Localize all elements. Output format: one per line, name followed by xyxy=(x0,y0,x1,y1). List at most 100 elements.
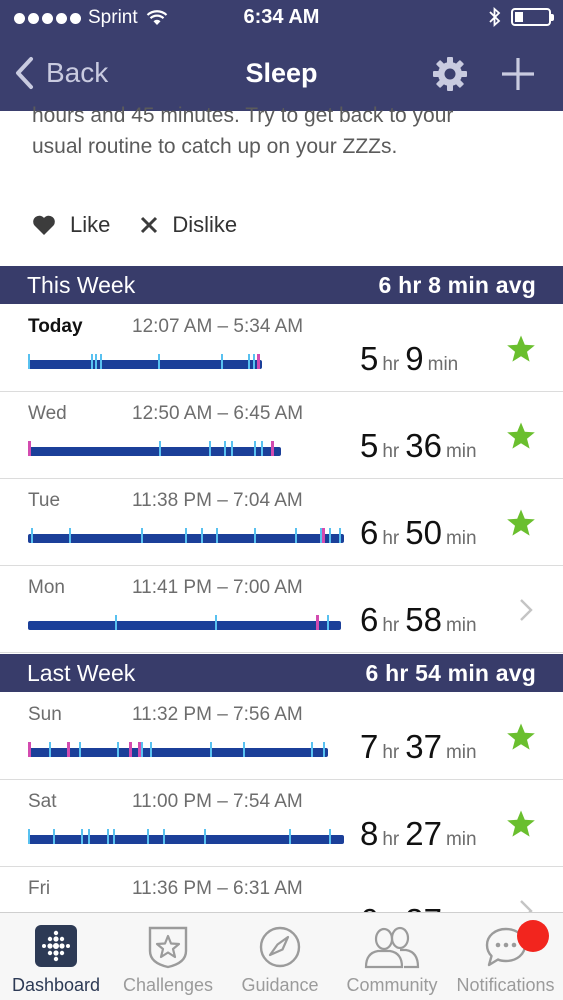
restless-marker xyxy=(49,742,51,757)
sleep-log-row[interactable]: Tue 11:38 PM – 7:04 AM 6 hr 50 min xyxy=(0,478,563,566)
sleep-timeline xyxy=(28,829,344,844)
chevron-right-icon[interactable] xyxy=(518,597,534,623)
restless-marker xyxy=(339,528,341,543)
restless-marker xyxy=(320,528,322,543)
tab-community[interactable]: Community xyxy=(336,913,448,1000)
row-time-range: 11:41 PM – 7:00 AM xyxy=(132,577,303,598)
tab-label: Dashboard xyxy=(11,975,101,995)
tab-dashboard[interactable]: Dashboard xyxy=(0,913,112,1000)
awake-marker xyxy=(322,528,325,543)
restless-marker xyxy=(95,354,97,369)
star-icon xyxy=(507,422,535,449)
back-button[interactable]: Back xyxy=(14,56,108,90)
row-time-range: 11:32 PM – 7:56 AM xyxy=(132,704,303,725)
duration-hours: 8 xyxy=(360,815,379,852)
dislike-label: Dislike xyxy=(172,212,238,237)
row-time-range: 12:50 AM – 6:45 AM xyxy=(132,403,304,424)
sleep-timeline xyxy=(28,441,281,456)
dislike-button[interactable]: Dislike xyxy=(140,212,237,238)
status-time: 6:34 AM xyxy=(243,6,320,28)
top-bar: Sprint 6:34 AM Back Sleep xyxy=(0,0,563,111)
duration-minutes: 9 xyxy=(405,340,424,377)
tab-guidance[interactable]: Guidance xyxy=(224,913,336,1000)
section-average: 6 hr 8 min avg xyxy=(378,272,536,298)
restless-marker xyxy=(88,829,90,844)
status-right xyxy=(489,7,554,27)
battery-icon xyxy=(511,8,554,26)
restless-marker xyxy=(147,829,149,844)
row-duration: 5 hr 9 min xyxy=(360,340,458,378)
sleep-timeline xyxy=(28,354,262,369)
restless-marker xyxy=(329,829,331,844)
restless-marker xyxy=(100,354,102,369)
hours-unit: hr xyxy=(382,354,400,375)
restless-marker xyxy=(221,354,223,369)
goal-met-badge xyxy=(506,809,536,844)
restless-marker xyxy=(185,528,187,543)
restless-marker xyxy=(216,528,218,543)
sleep-log-row[interactable]: Wed 12:50 AM – 6:45 AM 5 hr 36 min xyxy=(0,391,563,479)
duration-hours: 7 xyxy=(360,728,379,765)
star-icon xyxy=(507,723,535,750)
restless-marker xyxy=(91,354,93,369)
restless-marker xyxy=(159,441,161,456)
awake-marker xyxy=(28,441,31,456)
awake-marker xyxy=(67,742,70,757)
tab-bar: Dashboard Challenges Guidance xyxy=(0,912,563,1000)
row-time-range: 12:07 AM – 5:34 AM xyxy=(132,316,304,337)
sleep-timeline xyxy=(28,528,344,543)
restless-marker xyxy=(215,615,217,630)
tab-label: Guidance xyxy=(241,975,319,995)
sleep-timeline xyxy=(28,742,328,757)
minutes-unit: min xyxy=(445,441,477,462)
duration-minutes: 58 xyxy=(405,601,442,638)
awake-marker xyxy=(28,742,31,757)
people-icon xyxy=(364,926,420,969)
row-day: Fri xyxy=(28,878,51,899)
row-day: Tue xyxy=(28,490,61,511)
sleep-log-row[interactable]: Sat 11:00 PM – 7:54 AM 8 hr 27 min xyxy=(0,779,563,867)
duration-hours: 5 xyxy=(360,340,379,377)
star-icon xyxy=(507,509,535,536)
restless-marker xyxy=(150,742,152,757)
goal-met-badge xyxy=(506,722,536,757)
restless-marker xyxy=(204,829,206,844)
row-chevron[interactable] xyxy=(518,597,534,628)
restless-marker xyxy=(113,829,115,844)
duration-minutes: 36 xyxy=(405,427,442,464)
duration-hours: 5 xyxy=(360,427,379,464)
tab-challenges[interactable]: Challenges xyxy=(112,913,224,1000)
section-label: This Week xyxy=(27,272,136,298)
sleep-insight-message: hours and 45 minutes. Try to get back to… xyxy=(32,100,532,162)
bluetooth-icon xyxy=(489,7,501,27)
sleep-log-row[interactable]: Sun 11:32 PM – 7:56 AM 7 hr 37 min xyxy=(0,692,563,780)
row-duration: 7 hr 37 min xyxy=(360,728,477,766)
sleep-log-row[interactable]: Mon 11:41 PM – 7:00 AM 6 hr 58 min xyxy=(0,565,563,653)
feedback-actions: Like Dislike xyxy=(32,212,267,238)
message-line-1: hours and 45 minutes. Try to get back to… xyxy=(32,104,454,127)
dashboard-icon xyxy=(35,925,77,967)
sleep-bar xyxy=(28,447,281,456)
duration-hours: 6 xyxy=(360,514,379,551)
row-duration: 8 hr 27 min xyxy=(360,815,477,853)
hours-unit: hr xyxy=(382,829,400,850)
back-label: Back xyxy=(46,57,109,88)
restless-marker xyxy=(31,528,33,543)
row-time-range: 11:38 PM – 7:04 AM xyxy=(132,490,303,511)
section-average: 6 hr 54 min avg xyxy=(365,660,536,686)
restless-marker xyxy=(248,354,250,369)
sleep-bar xyxy=(28,621,341,630)
gear-icon[interactable] xyxy=(430,54,470,94)
restless-marker xyxy=(107,829,109,844)
like-button[interactable]: Like xyxy=(32,212,110,238)
row-duration: 6 hr 50 min xyxy=(360,514,477,552)
restless-marker xyxy=(253,354,255,369)
sleep-bar xyxy=(28,835,344,844)
goal-met-badge xyxy=(506,508,536,543)
sleep-log-row[interactable]: Today 12:07 AM – 5:34 AM 5 hr 9 min xyxy=(0,304,563,392)
add-icon[interactable] xyxy=(500,56,536,92)
restless-marker xyxy=(224,441,226,456)
minutes-unit: min xyxy=(427,354,459,375)
restless-marker xyxy=(295,528,297,543)
wifi-icon xyxy=(146,10,167,25)
